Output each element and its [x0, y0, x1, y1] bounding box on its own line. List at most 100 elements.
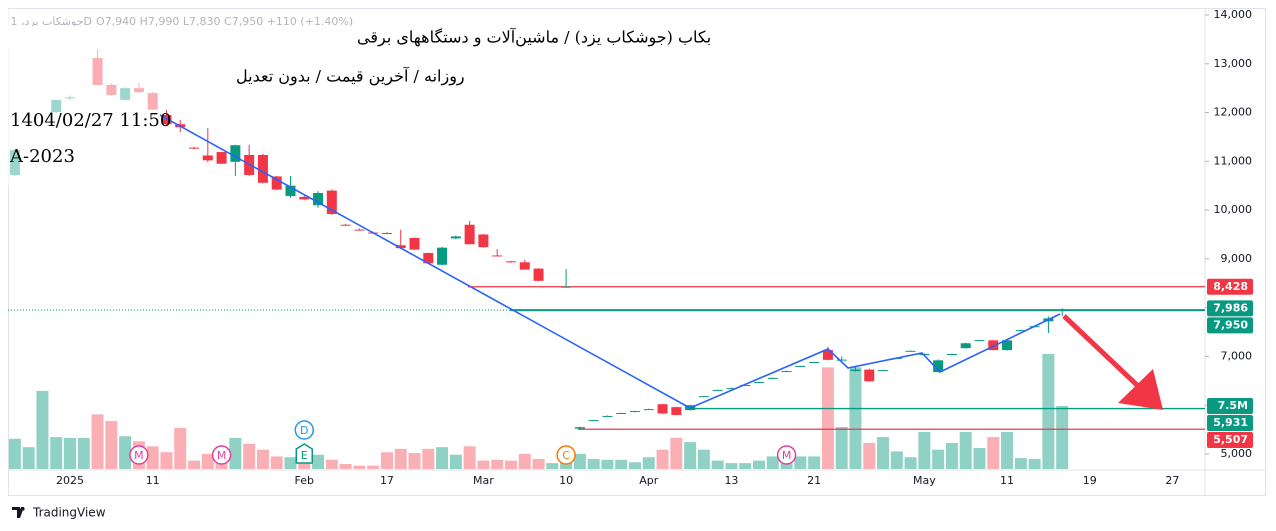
candle-body — [781, 371, 792, 373]
candle-body — [533, 268, 544, 281]
candle-body — [423, 253, 434, 264]
volume-bar — [904, 457, 917, 469]
volume-bar — [573, 453, 586, 469]
event-badge — [776, 445, 797, 465]
volume-bar — [945, 442, 958, 469]
volume-bar — [849, 367, 862, 469]
y-tick-label: 13,000 — [1214, 57, 1253, 70]
volume-bar — [863, 442, 876, 469]
candle-body — [616, 413, 627, 415]
volume-bar — [642, 457, 655, 469]
candle-body — [450, 236, 461, 239]
arrow-shaft — [1062, 314, 1140, 388]
volume-bar — [188, 460, 201, 469]
volume-bar — [601, 459, 614, 469]
tag: A-2023 — [9, 146, 75, 167]
volume-bar — [587, 458, 600, 469]
candle-body — [574, 427, 585, 429]
volume-bar — [656, 449, 669, 469]
x-tick-label: 21 — [807, 474, 821, 487]
y-tick-label: 5,000 — [1221, 447, 1253, 460]
x-tick-label: Apr — [639, 474, 659, 487]
candle-body — [905, 350, 916, 352]
legend-ohlc: O7,940 H7,990 L7,830 C7,950 +110 (+1.40%… — [96, 15, 353, 28]
candle-body — [809, 362, 820, 364]
candle-body — [946, 354, 957, 355]
candle-body — [726, 388, 737, 390]
volume-bar — [1056, 406, 1069, 469]
volume-bar — [201, 453, 214, 469]
event-badge — [295, 443, 314, 464]
y-tick-label: 14,000 — [1214, 8, 1253, 21]
volume-bar — [518, 453, 531, 469]
candle-body — [340, 224, 351, 226]
volume-bar — [1042, 353, 1055, 469]
volume-bar — [697, 449, 710, 469]
event-label: C — [562, 449, 570, 462]
volume-bar — [532, 458, 545, 469]
x-tick-label: May — [913, 474, 936, 487]
x-tick-label: Mar — [473, 474, 494, 487]
candle-body — [933, 360, 944, 373]
candle-body — [519, 262, 530, 270]
arrow-head — [1118, 369, 1163, 410]
volume-bar — [77, 437, 90, 469]
candle-body — [299, 196, 310, 200]
candle-body — [836, 359, 847, 361]
price-label-bg — [1207, 415, 1253, 431]
volume-bar — [436, 447, 449, 469]
volume-bar — [753, 460, 766, 469]
candle-body — [313, 193, 324, 206]
datetime: 1404/02/27 11:50 — [10, 110, 171, 131]
logo-mark — [12, 507, 24, 518]
volume-bar — [146, 446, 159, 469]
x-tick-label: 10 — [559, 474, 573, 487]
candle-body — [395, 245, 406, 249]
volume-bar — [835, 427, 848, 469]
price-label-bg — [1207, 300, 1253, 317]
volume-bar — [684, 442, 697, 469]
x-tick-label: 19 — [1083, 474, 1097, 487]
candle-body — [409, 237, 420, 250]
volume-bar — [477, 460, 490, 469]
brand-logo — [12, 507, 25, 518]
title-bg — [8, 26, 364, 48]
candle-body — [850, 369, 861, 372]
candle-body — [988, 340, 999, 351]
volume-bar — [50, 437, 63, 469]
candle-body — [189, 147, 200, 149]
candle-body — [202, 155, 213, 161]
volume-bar — [491, 459, 504, 469]
volume-bar — [670, 437, 683, 469]
volume-bar — [91, 414, 104, 469]
volume-bar — [174, 427, 187, 469]
candle-body — [629, 411, 640, 413]
logo-dot — [21, 507, 25, 511]
event-badge — [211, 445, 232, 465]
x-tick-label: 2025 — [56, 474, 84, 487]
candle-body — [795, 365, 806, 367]
y-tick-label: 11,000 — [1214, 154, 1253, 167]
candle-body — [381, 233, 392, 235]
candle-body — [437, 247, 448, 265]
title: بکاب (جوشکاب یزد) / ماشین‌آلات و دستگاهه… — [357, 27, 711, 47]
price-label: 7.5M — [1218, 399, 1248, 412]
candle-body — [657, 404, 668, 414]
volume-bar — [808, 456, 821, 469]
volume-bar — [64, 437, 77, 469]
volume-bar — [284, 457, 297, 469]
volume-bar — [504, 460, 517, 469]
candle-body — [602, 415, 613, 417]
volume-bar — [22, 447, 35, 469]
candle-body — [960, 343, 971, 349]
price-label: 5,931 — [1213, 416, 1248, 429]
volume-bar — [463, 446, 476, 469]
x-tick-label: 11 — [1000, 474, 1014, 487]
candle-body — [505, 261, 516, 263]
y-tick-label: 10,000 — [1214, 203, 1253, 216]
price-label: 7,986 — [1213, 301, 1248, 314]
volume-bar — [1001, 432, 1014, 469]
volume-bar — [725, 463, 738, 469]
event-label: M — [782, 449, 792, 462]
